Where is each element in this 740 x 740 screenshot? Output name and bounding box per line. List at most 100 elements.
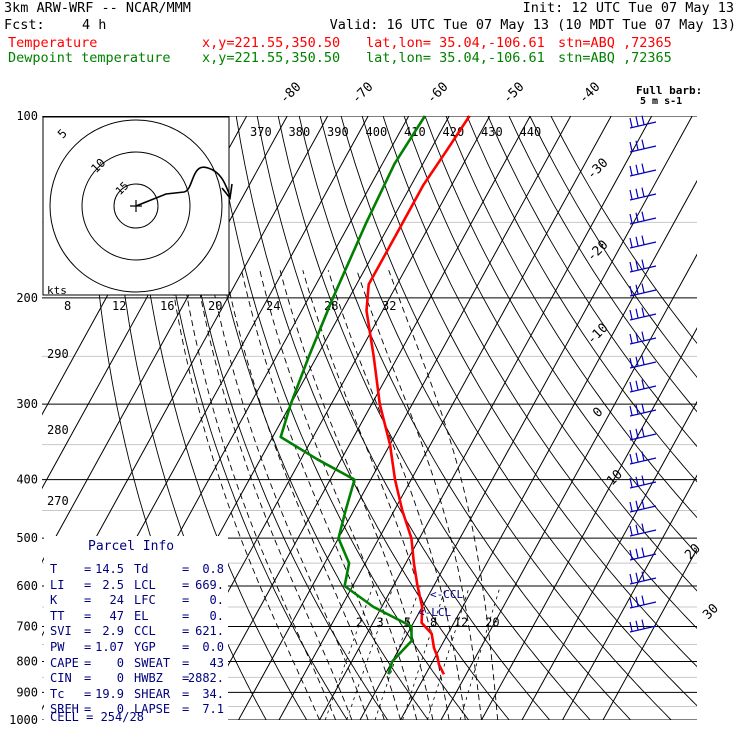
isotherm-label: 30: [700, 601, 722, 623]
pressure-label: 900: [16, 685, 38, 699]
isotherm-line: [238, 116, 572, 720]
isotherm-line: [197, 116, 531, 720]
valid-time: Valid: 16 UTC Tue 07 May 13 (10 MDT Tue …: [329, 17, 736, 33]
parcel-eq: =: [84, 562, 92, 576]
parcel-eq: =: [84, 608, 92, 623]
dry-adiabat: [466, 116, 697, 483]
isotherm-line: [602, 548, 697, 720]
theta-label: 420: [443, 125, 465, 139]
theta-label: 440: [520, 125, 542, 139]
isotherm-label: 20: [682, 541, 704, 563]
parcel-eq: =: [182, 671, 190, 686]
parcel-info-title: Parcel Info: [88, 539, 175, 554]
parcel-value: 669.: [195, 577, 224, 592]
parcel-value: 0.: [209, 593, 224, 608]
hodograph-speed-label: 24: [266, 299, 280, 313]
dry-adiabat: [298, 116, 632, 720]
dry-adiabat: [214, 116, 470, 720]
parcel-key: SREH: [50, 702, 79, 717]
wind-barb: [629, 595, 657, 609]
moist-adiabat: [169, 270, 320, 720]
dewpoint-legend: Dewpoint temperature: [8, 50, 171, 66]
moist-adiabat: [356, 270, 482, 720]
wind-barb: [629, 571, 657, 585]
parcel-row: TT = 47 EL = 0.: [44, 609, 228, 624]
dry-adiabat: [445, 116, 697, 519]
wind-barb: [629, 211, 657, 225]
parcel-value: 621.: [195, 624, 224, 639]
parcel-row: T = 14.5 Td = 0.8: [44, 562, 228, 577]
wind-barb: [629, 139, 657, 153]
parcel-value: 47: [109, 608, 124, 623]
moist-adiabat: [182, 270, 337, 720]
mixing-ratio-label: 2: [356, 616, 363, 630]
parcel-row: CIN = 0 HWBZ = 2882.: [44, 671, 228, 686]
temperature-legend: Temperature: [8, 35, 98, 51]
mixing-ratio-label: 12: [454, 616, 468, 630]
parcel-eq: =: [182, 640, 190, 654]
wind-barb: [629, 403, 657, 417]
parcel-eq: =: [84, 593, 92, 608]
parcel-eq: =: [84, 577, 92, 592]
hodograph-speed-label: 32: [382, 299, 396, 313]
parcel-row: PW = 1.07 YGP = 0.0: [44, 640, 228, 655]
wind-barb: [629, 427, 657, 441]
parcel-value: 19.9: [95, 686, 124, 701]
parcel-eq: =: [84, 686, 92, 701]
mixing-ratio-line: [459, 585, 501, 720]
dry-adiabat: [193, 116, 429, 720]
parcel-row: CAPE = 0 SWEAT = 43: [44, 656, 228, 671]
parcel-key: LI: [50, 577, 65, 592]
isotherm-label: 10: [604, 467, 626, 489]
temperature-profile: [365, 115, 471, 675]
wind-barb: [629, 475, 657, 489]
hodograph-speed-label: 12: [112, 299, 126, 313]
pressure-label: 100: [16, 109, 38, 123]
parcel-row: SREH = 0 LAPSE = 7.1: [44, 702, 228, 717]
theta-side-label: 270: [47, 494, 69, 508]
theta-side-label: 280: [47, 423, 69, 437]
dewpoint-profile: [279, 115, 426, 675]
wind-barb: [629, 235, 657, 249]
parcel-value: 24: [109, 593, 124, 608]
forecast-hour: 4 h: [82, 17, 107, 33]
wind-barb: [629, 331, 657, 345]
parcel-key: Tc: [50, 686, 65, 701]
hodograph-arrowhead: [221, 183, 233, 200]
moist-adiabat: [224, 270, 385, 720]
parcel-eq: =: [182, 608, 190, 623]
dry-adiabat: [508, 116, 697, 413]
isotherm-line: [440, 253, 697, 720]
moist-adiabat: [241, 270, 401, 720]
dry-adiabat: [256, 116, 551, 720]
parcel-info-panel: Parcel Info T = 14.5 Td = 0.8 LI = 2.5 LCL = 669. K =…: [44, 536, 228, 732]
parcel-key: PW: [50, 640, 65, 654]
parcel-value: 0: [116, 702, 124, 717]
dry-adiabat: [382, 116, 697, 630]
wind-barb: [629, 523, 657, 537]
dry-adiabat: [340, 116, 697, 707]
dry-adiabat: [403, 116, 697, 592]
pressure-label: 300: [16, 397, 38, 411]
wind-barb: [629, 187, 657, 201]
wind-barb: [629, 451, 657, 465]
mixing-ratio-line: [324, 585, 374, 720]
model-title: 3km ARW-WRF -- NCAR/MMM: [4, 0, 191, 16]
dry-adiabat: [319, 116, 672, 720]
parcel-value: 0: [116, 655, 124, 670]
theta-label: 400: [366, 125, 388, 139]
theta-label: 380: [289, 125, 311, 139]
dry-adiabat: [424, 116, 697, 555]
parcel-eq: =: [84, 624, 92, 639]
moist-adiabat: [195, 270, 353, 720]
forecast-label: Fcst:: [4, 17, 45, 33]
moist-adiabat: [279, 270, 434, 720]
isotherm-label: -20: [584, 238, 611, 265]
isotherm-label: -30: [584, 156, 611, 183]
wind-barb: [629, 259, 657, 273]
moist-adiabat: [209, 270, 369, 720]
pressure-label: 700: [16, 619, 38, 633]
pressure-label: 600: [16, 579, 38, 593]
